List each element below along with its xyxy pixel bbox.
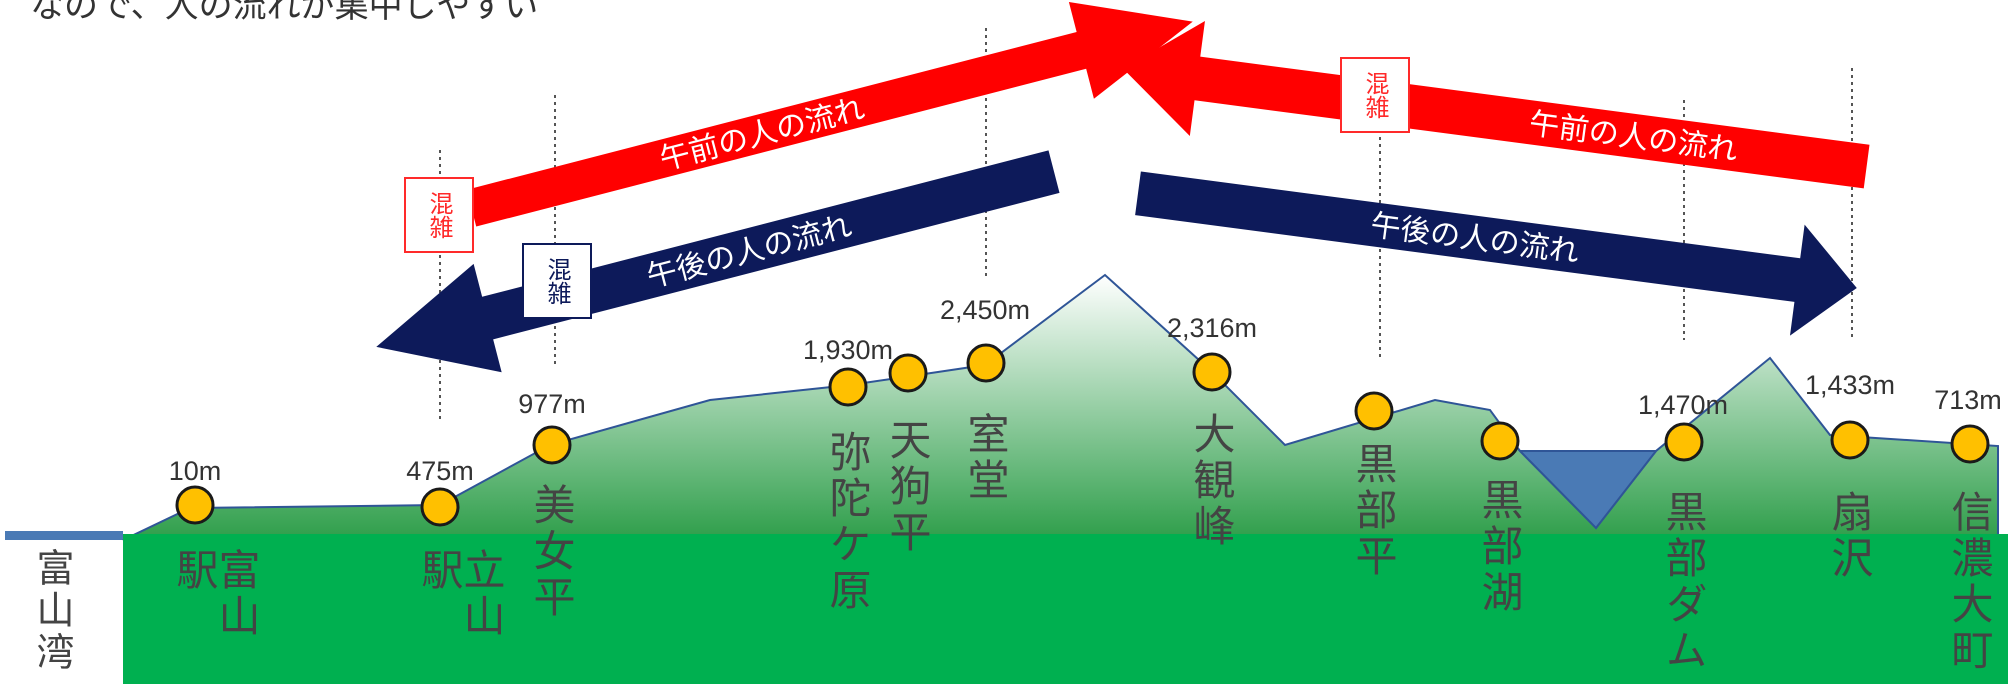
station-label-kurobedam: 黒部ダム (1659, 490, 1708, 674)
kurobe-lake (1517, 450, 1659, 530)
station-label-ogizawa: 扇沢 (1825, 490, 1874, 582)
elevation-toyama: 10m (168, 456, 222, 486)
elevation-shinanoomachi: 713m (1934, 385, 2002, 415)
ground (123, 534, 2008, 684)
station-marker-ogizawa (1830, 420, 1870, 460)
elevation-daikanbo: 2,316m (1166, 313, 1258, 343)
station-label-midagahara: 弥陀ケ原 (823, 430, 872, 614)
station-marker-midagahara (828, 367, 868, 407)
station-label-daikanbo: 大観峰 (1187, 412, 1236, 550)
station-marker-shinanoomachi (1950, 424, 1990, 464)
station-marker-kurobedam (1664, 422, 1704, 462)
elevation-murodo: 2,450m (939, 295, 1031, 325)
elevation-bijodaira: 977m (518, 389, 586, 419)
congestion-badge: 混雑 (1340, 57, 1410, 133)
elevation-tateyama: 475m (406, 456, 474, 486)
elevation-midagahara: 1,930m (802, 335, 894, 365)
station-marker-tengudaira (888, 353, 928, 393)
station-marker-murodo (966, 343, 1006, 383)
station-label-tengudaira: 天狗平 (883, 418, 932, 556)
station-marker-kurobeko (1480, 421, 1520, 461)
station-marker-bijodaira (532, 425, 572, 465)
station-label-shinanoomachi: 信濃大町 (1945, 490, 1994, 674)
congestion-badge: 混雑 (404, 177, 474, 253)
bay-water (5, 531, 123, 540)
station-label-tateyama: 立山駅 (415, 548, 506, 640)
caption: なので、人の流れが集中しやすい (30, 0, 539, 26)
station-label-kurobeko: 黒部湖 (1475, 478, 1524, 616)
bay-label: 富山湾 (30, 548, 74, 674)
station-markers (175, 343, 1990, 527)
station-marker-kurobedaira (1354, 391, 1394, 431)
station-marker-daikanbo (1192, 352, 1232, 392)
congestion-badge: 混雑 (522, 243, 592, 319)
station-marker-toyama (175, 485, 215, 525)
elevation-ogizawa: 1,433m (1804, 370, 1896, 400)
station-label-toyama: 富山駅 (170, 548, 261, 640)
station-label-murodo: 室堂 (961, 412, 1010, 504)
station-marker-tateyama (420, 487, 460, 527)
station-label-kurobedaira: 黒部平 (1349, 442, 1398, 580)
station-label-bijodaira: 美女平 (527, 483, 576, 621)
elevation-kurobedam: 1,470m (1637, 390, 1729, 420)
